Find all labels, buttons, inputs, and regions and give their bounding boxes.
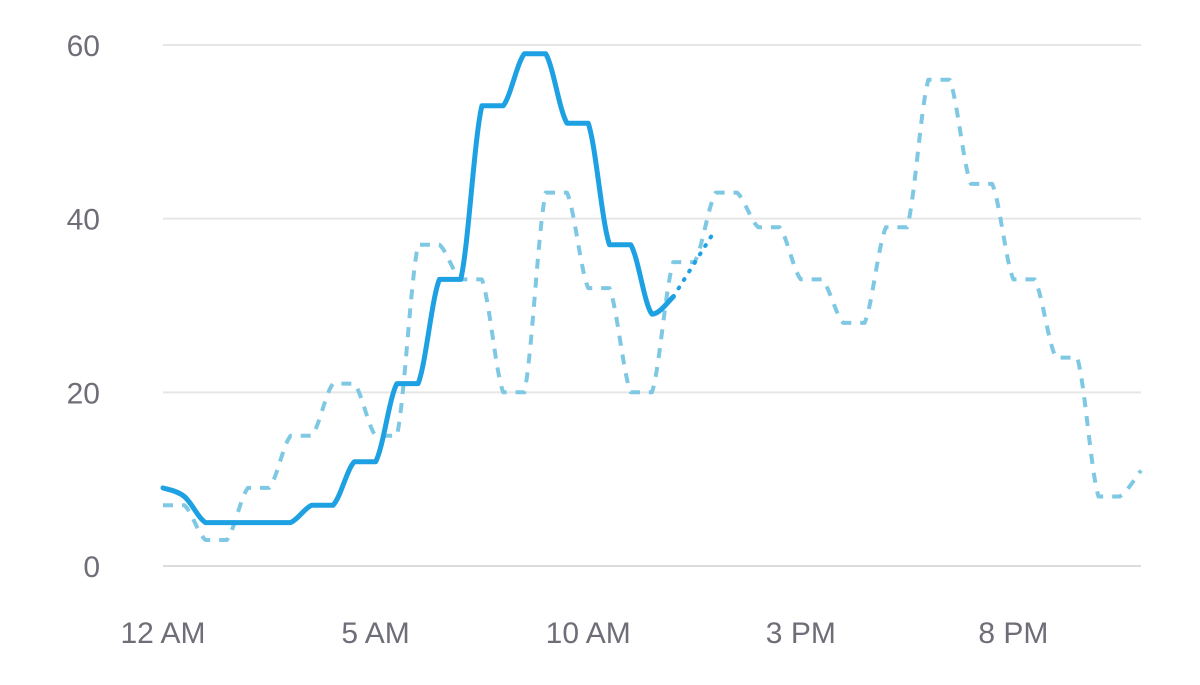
series-group [160, 51, 1143, 542]
gridlines [163, 44, 1141, 567]
x-tick-label: 5 AM [341, 617, 409, 650]
x-tick-label: 3 PM [766, 617, 836, 650]
y-axis: 0 20 40 60 [67, 30, 100, 584]
today-series-line [160, 51, 676, 526]
x-axis: 12 AM 5 AM 10 AM 3 PM 8 PM [120, 617, 1048, 650]
y-tick-label: 0 [83, 551, 100, 584]
x-tick-label: 10 AM [546, 617, 631, 650]
y-tick-label: 20 [67, 377, 100, 410]
x-tick-label: 12 AM [120, 617, 205, 650]
today-projection-line [671, 234, 714, 299]
typical-series-line [163, 77, 1143, 542]
x-tick-label: 8 PM [978, 617, 1048, 650]
y-tick-label: 60 [67, 30, 100, 63]
y-tick-label: 40 [67, 204, 100, 237]
